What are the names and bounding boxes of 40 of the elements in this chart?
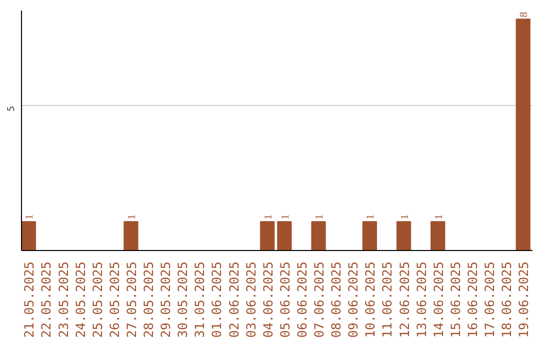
x-tick-label: 18.06.2025 (499, 261, 514, 338)
x-tick-label: 14.06.2025 (430, 261, 446, 338)
x-tick-label: 13.06.2025 (414, 261, 429, 338)
x-tick-label: 17.06.2025 (482, 261, 498, 338)
x-tick-label: 28.05.2025 (141, 261, 156, 338)
data-label: 8 (519, 12, 530, 18)
data-label: 1 (400, 214, 411, 220)
data-label: 1 (263, 214, 274, 220)
x-tick-label: 24.05.2025 (72, 261, 88, 338)
x-tick-label: 09.06.2025 (346, 261, 361, 338)
x-tick-label: 06.06.2025 (294, 261, 310, 338)
x-tick-label: 22.05.2025 (38, 261, 54, 338)
data-label: 1 (280, 214, 292, 220)
x-tick-label: 08.06.2025 (328, 261, 344, 338)
x-tick-label: 12.06.2025 (396, 261, 412, 338)
x-tick-label: 15.06.2025 (448, 261, 463, 338)
y-tick-label: 5 (6, 106, 17, 112)
x-tick-label: 26.05.2025 (106, 261, 122, 338)
x-tick-label: 23.05.2025 (56, 261, 71, 338)
data-label: 1 (126, 214, 138, 220)
x-tick-label: 31.05.2025 (192, 261, 208, 338)
data-label: 1 (434, 214, 445, 220)
data-label: 1 (24, 214, 36, 220)
x-tick-label: 19.06.2025 (516, 261, 532, 338)
x-tick-label: 04.06.2025 (260, 261, 276, 338)
x-tick-label: 25.05.2025 (90, 261, 105, 338)
x-tick-label: 07.06.2025 (312, 261, 327, 338)
x-tick-label: 16.06.2025 (464, 261, 480, 338)
data-label: 1 (314, 214, 326, 220)
x-tick-label: 03.06.2025 (243, 261, 258, 338)
x-tick-label: 21.05.2025 (22, 261, 37, 338)
x-tick-label: 29.05.2025 (158, 261, 174, 338)
data-label: 1 (366, 214, 377, 220)
x-tick-label: 27.05.2025 (124, 261, 139, 338)
x-tick-label: 01.06.2025 (209, 261, 224, 338)
x-tick-label: 11.06.2025 (380, 261, 395, 338)
x-tick-label: 10.06.2025 (362, 261, 378, 338)
x-tick-label: 02.06.2025 (226, 261, 242, 338)
x-tick-label: 30.05.2025 (175, 261, 190, 338)
x-tick-label: 05.06.2025 (277, 261, 292, 338)
